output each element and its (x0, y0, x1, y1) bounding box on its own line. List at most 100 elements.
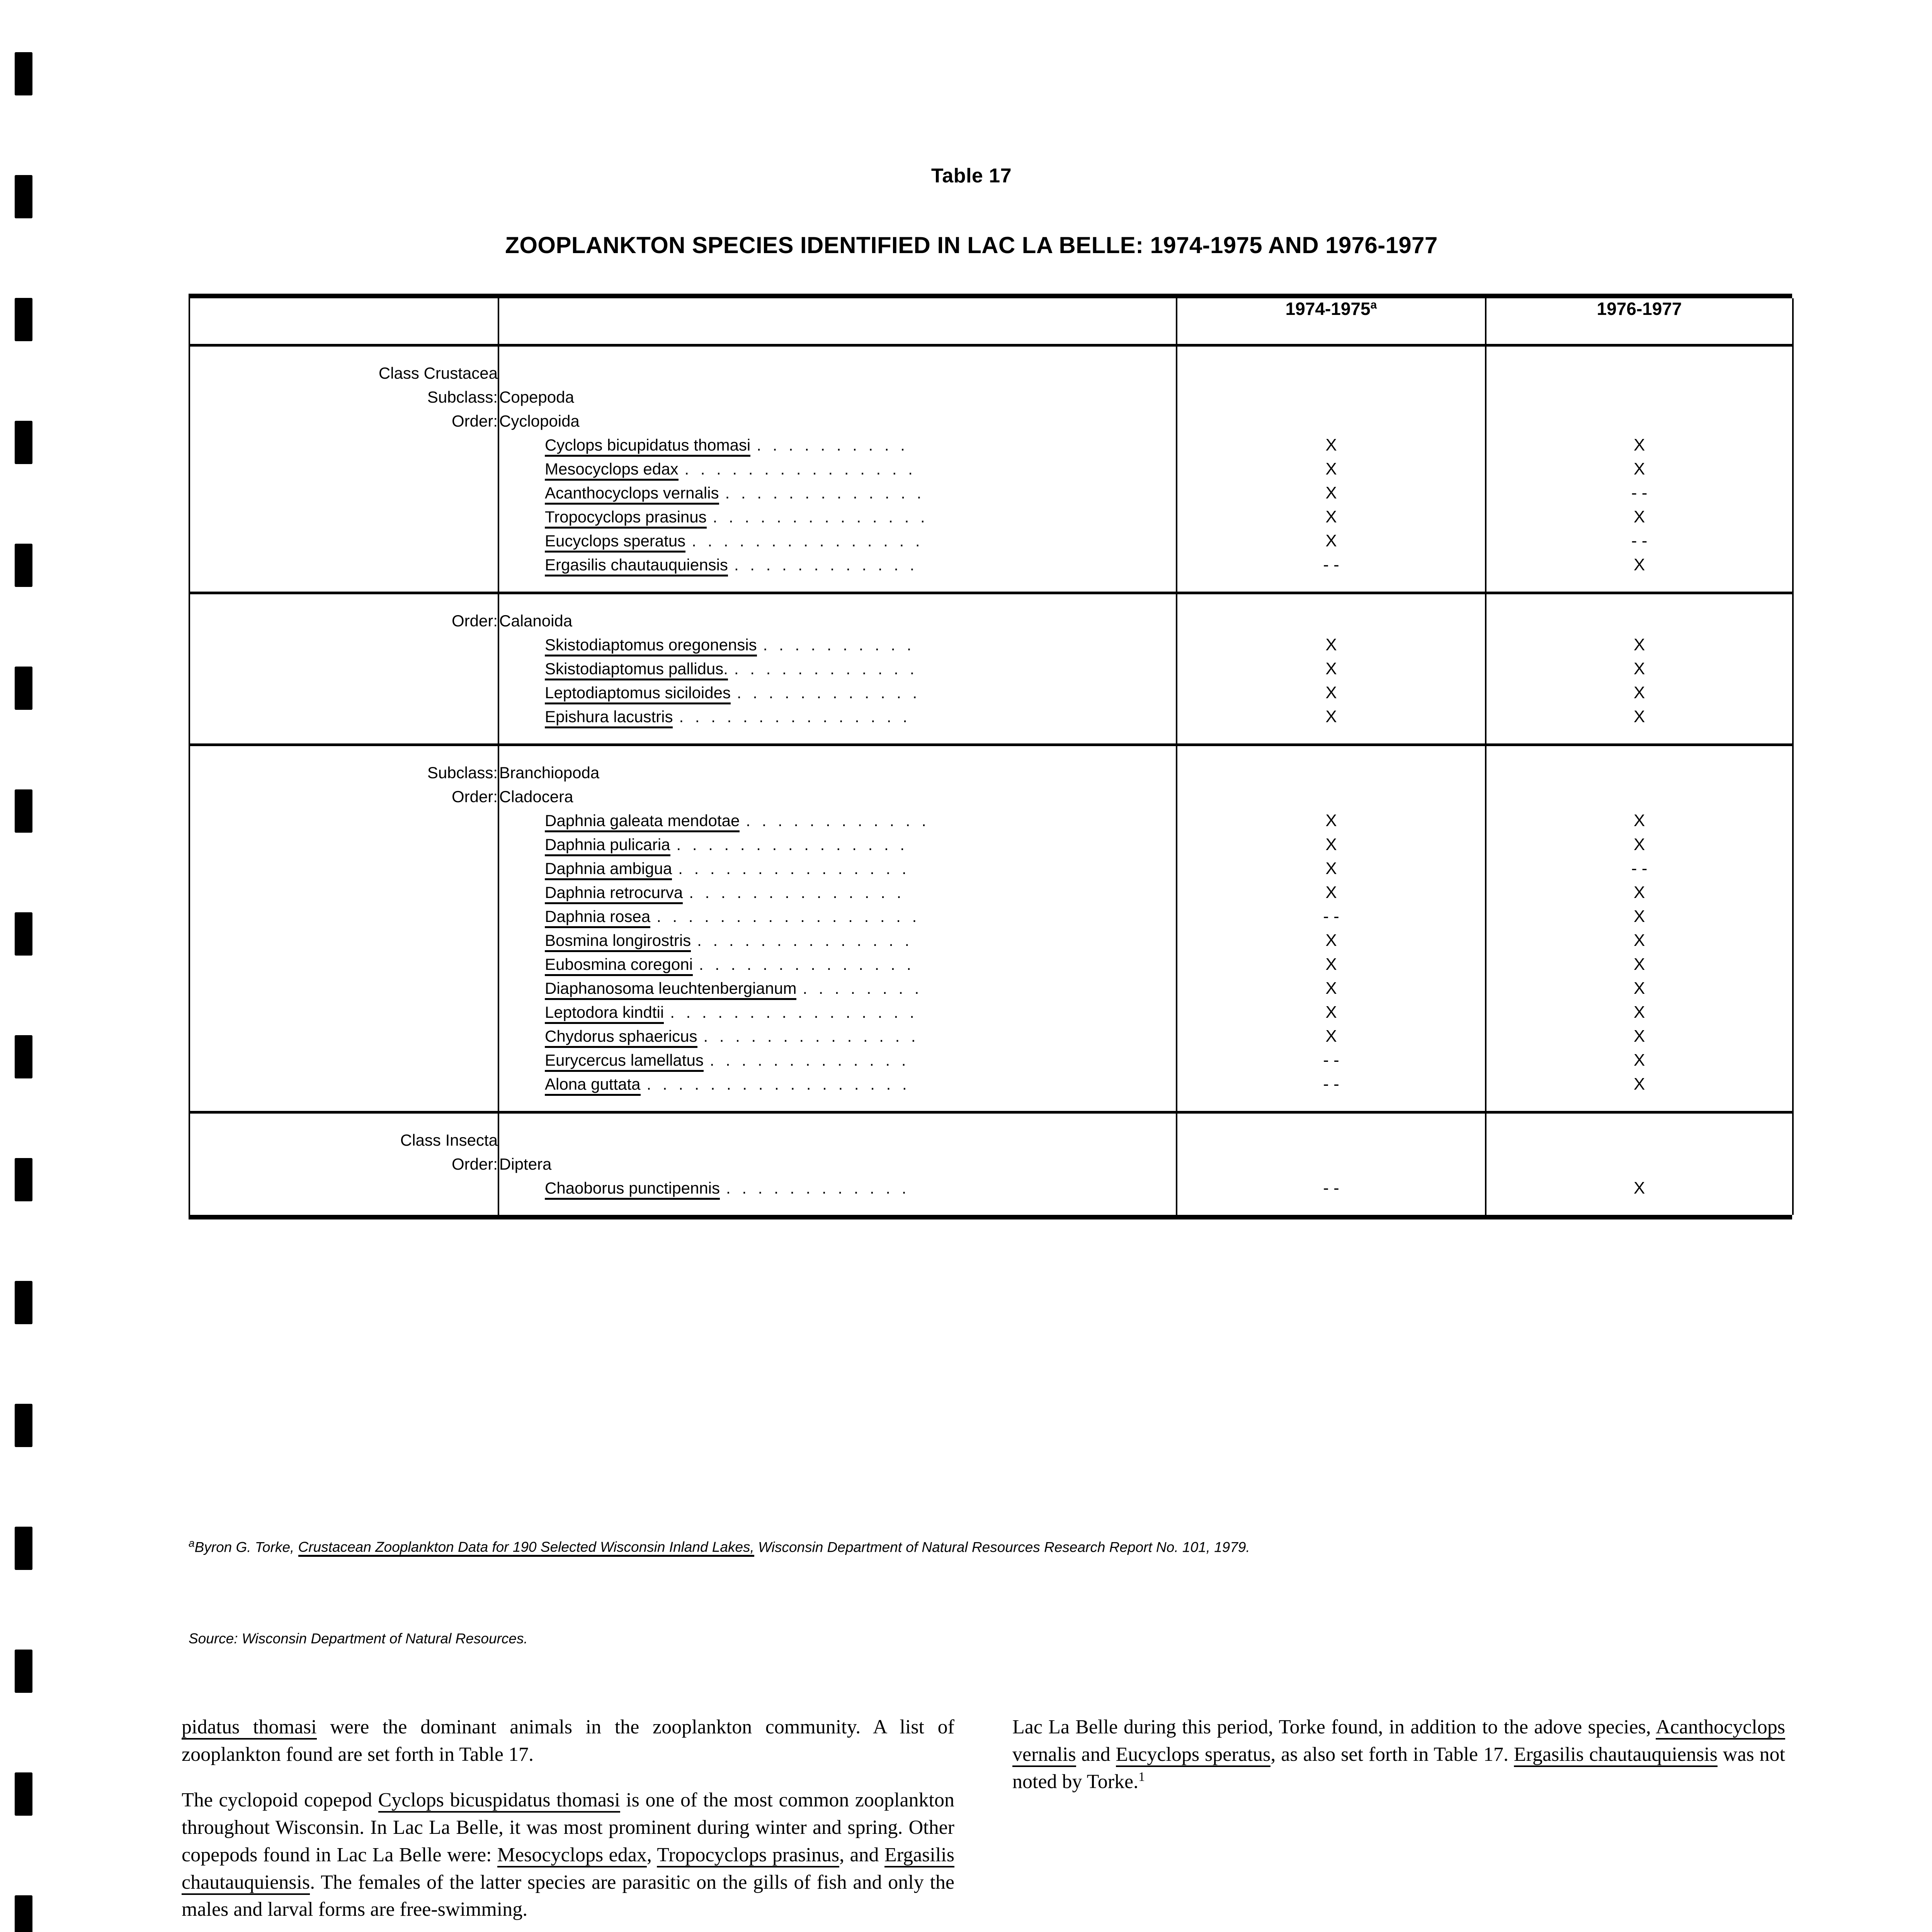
table-section-cladocera: Subclass: Order: Branchiopoda Cladocera Daph… (189, 743, 1794, 1112)
presence-mark-1974-1975: X (1325, 483, 1337, 502)
presence-mark-1976-1977: X (1633, 979, 1645, 998)
species-name: Diaphanosoma leuchtenbergianum (545, 979, 797, 1000)
paragraph-2: The cyclopoid copepod Cyclops bicuspidat… (182, 1787, 954, 1923)
leader-dots: . . . . . . . . . . . . . (709, 1051, 910, 1069)
taxon-spacer-bottom (499, 1096, 1176, 1111)
species-inline-1: pidatus thomasi (182, 1716, 317, 1740)
presence-mark-1974-1975: X (1325, 683, 1337, 702)
table-footnote-a: aByron G. Torke, Crustacean Zooplankton … (189, 1536, 1792, 1557)
species-row-label: Chaoborus punctipennis . . . . . . . . . … (499, 1176, 1176, 1200)
species-name: Mesocyclops edax (545, 460, 679, 481)
presence-mark-1976-1977: X (1633, 507, 1645, 526)
species-inline-5: Ergasilis chautauquiensis (182, 1844, 954, 1895)
species-name: Eubosmina coregoni (545, 955, 693, 976)
presence-mark-1974-1975: X (1325, 435, 1337, 454)
taxon-spacer-top (499, 746, 1176, 761)
presence-mark-1976-1977: - - (1631, 483, 1648, 502)
presence-mark-1974-1975: - - (1323, 1075, 1339, 1094)
leader-dots: . . . . . . . . . . . . (726, 1179, 910, 1197)
rank-spacer-top (190, 1114, 498, 1128)
mark-group-spacer (1486, 409, 1792, 433)
taxon-group-label: Calanoida (499, 612, 573, 630)
table-section-cyclopoida: Class Crustacea Subclass: Order: Copepoda C… (189, 344, 1794, 593)
mark-spacer-top (1486, 347, 1792, 361)
binding-hole-mark (15, 1527, 32, 1570)
species-row-label: Cyclops bicupidatus thomasi . . . . . . .… (499, 433, 1176, 457)
rank-label: Order: (451, 612, 498, 630)
p2-part-i: . The females of the latter species are … (182, 1871, 954, 1921)
species-name: Chaoborus punctipennis (545, 1179, 720, 1200)
binding-hole-mark (15, 1895, 32, 1932)
species-row-label: Daphnia retrocurva . . . . . . . . . . . … (499, 881, 1176, 905)
species-name: Daphnia galeata mendotae (545, 811, 740, 832)
leader-dots: . . . . . . . . . . . . . . . (679, 707, 911, 726)
mark-group-spacer (1177, 1128, 1485, 1152)
mark-group-spacer (1177, 1152, 1485, 1176)
binding-hole-mark (15, 544, 32, 587)
p2-part-g: , and (839, 1844, 884, 1866)
mark-group-spacer (1486, 361, 1792, 385)
rank-spacer-top (190, 347, 498, 361)
species-name: Leptodiaptomus siciloides (545, 684, 731, 704)
species-name: Daphnia ambigua (545, 859, 672, 880)
binding-hole-mark (15, 1158, 32, 1201)
footnote-a-marker: a (189, 1537, 195, 1549)
mark-group-spacer (1177, 361, 1485, 385)
presence-mark-1976-1977: X (1633, 683, 1645, 702)
footnote-a-author: Byron G. Torke, (194, 1539, 298, 1555)
species-row-label: Daphnia rosea . . . . . . . . . . . . . .… (499, 905, 1176, 929)
leader-dots: . . . . . . . . . . . . . . . (692, 532, 923, 550)
table-top-rule (189, 294, 1792, 298)
marks-1976-1977-diptera: X (1485, 1111, 1794, 1215)
mark-group-spacer (1177, 761, 1485, 785)
presence-mark-1976-1977: X (1633, 459, 1645, 478)
species-name: Eucyclops speratus (545, 532, 686, 553)
species-row-label: Eubosmina coregoni . . . . . . . . . . . … (499, 952, 1176, 976)
p2-part-c: is one of the most common zooplankton th… (182, 1789, 954, 1866)
table-header-row: 1974-1975a 1976-1977 (189, 298, 1794, 345)
header-footnote-marker: a (1370, 298, 1377, 311)
binding-hole-mark (15, 52, 32, 95)
mark-spacer-top (1486, 746, 1792, 761)
species-row-label: Bosmina longirostris . . . . . . . . . . … (499, 929, 1176, 952)
table-bottom-rule (189, 1215, 1792, 1219)
table-title: ZOOPLANKTON SPECIES IDENTIFIED IN LAC LA… (505, 232, 1438, 258)
taxon-group-label: Cyclopoida (499, 412, 580, 430)
taxon-spacer-bottom (499, 1200, 1176, 1215)
binding-hole-mark (15, 1281, 32, 1324)
mark-spacer-top (1177, 746, 1485, 761)
rank-column-calanoida: Order: (189, 592, 498, 745)
presence-mark-1976-1977: - - (1631, 859, 1648, 878)
paragraph-1-rest: were the dominant animals in the zooplan… (182, 1716, 955, 1765)
presence-mark-1974-1975: X (1325, 459, 1337, 478)
presence-mark-1976-1977: X (1633, 1075, 1645, 1094)
footnote-a-publisher: Wisconsin Department of Natural Resource… (754, 1539, 1250, 1555)
rank-label: Order: (451, 787, 498, 806)
species-row-label: Eucyclops speratus . . . . . . . . . . . … (499, 529, 1176, 553)
presence-mark-1976-1977: X (1633, 635, 1645, 654)
body-column-right: Lac La Belle during this period, Torke f… (1012, 1714, 1785, 1814)
body-column-left: pidatus thomasi were the dominant animal… (182, 1714, 954, 1932)
presence-mark-1974-1975: - - (1323, 1179, 1339, 1197)
footnote-a-title: Crustacean Zooplankton Data for 190 Sele… (298, 1539, 754, 1557)
species-row-label: Diaphanosoma leuchtenbergianum . . . . . … (499, 976, 1176, 1000)
rank-column-cladocera: Subclass: Order: (189, 743, 498, 1112)
presence-mark-1976-1977: X (1633, 931, 1645, 950)
taxon-group-label (499, 1128, 1176, 1152)
species-name: Acanthocyclops vernalis (545, 484, 719, 505)
rank-column-cyclopoida: Class Crustacea Subclass: Order: (189, 344, 498, 593)
species-row-label: Tropocyclops prasinus . . . . . . . . . .… (499, 505, 1176, 529)
leader-dots: . . . . . . . . . . . . . (725, 484, 925, 502)
taxon-column-cladocera: Branchiopoda Cladocera Daphnia galeata men… (498, 743, 1177, 1112)
table-section-diptera: Class Insecta Order: Diptera Chaoborus pun… (189, 1111, 1794, 1215)
mark-group-spacer (1486, 785, 1792, 809)
presence-mark-1976-1977: X (1633, 955, 1645, 974)
taxon-spacer-bottom (499, 577, 1176, 592)
presence-mark-1976-1977: X (1633, 811, 1645, 830)
leader-dots: . . . . . . . . . . (763, 636, 915, 654)
